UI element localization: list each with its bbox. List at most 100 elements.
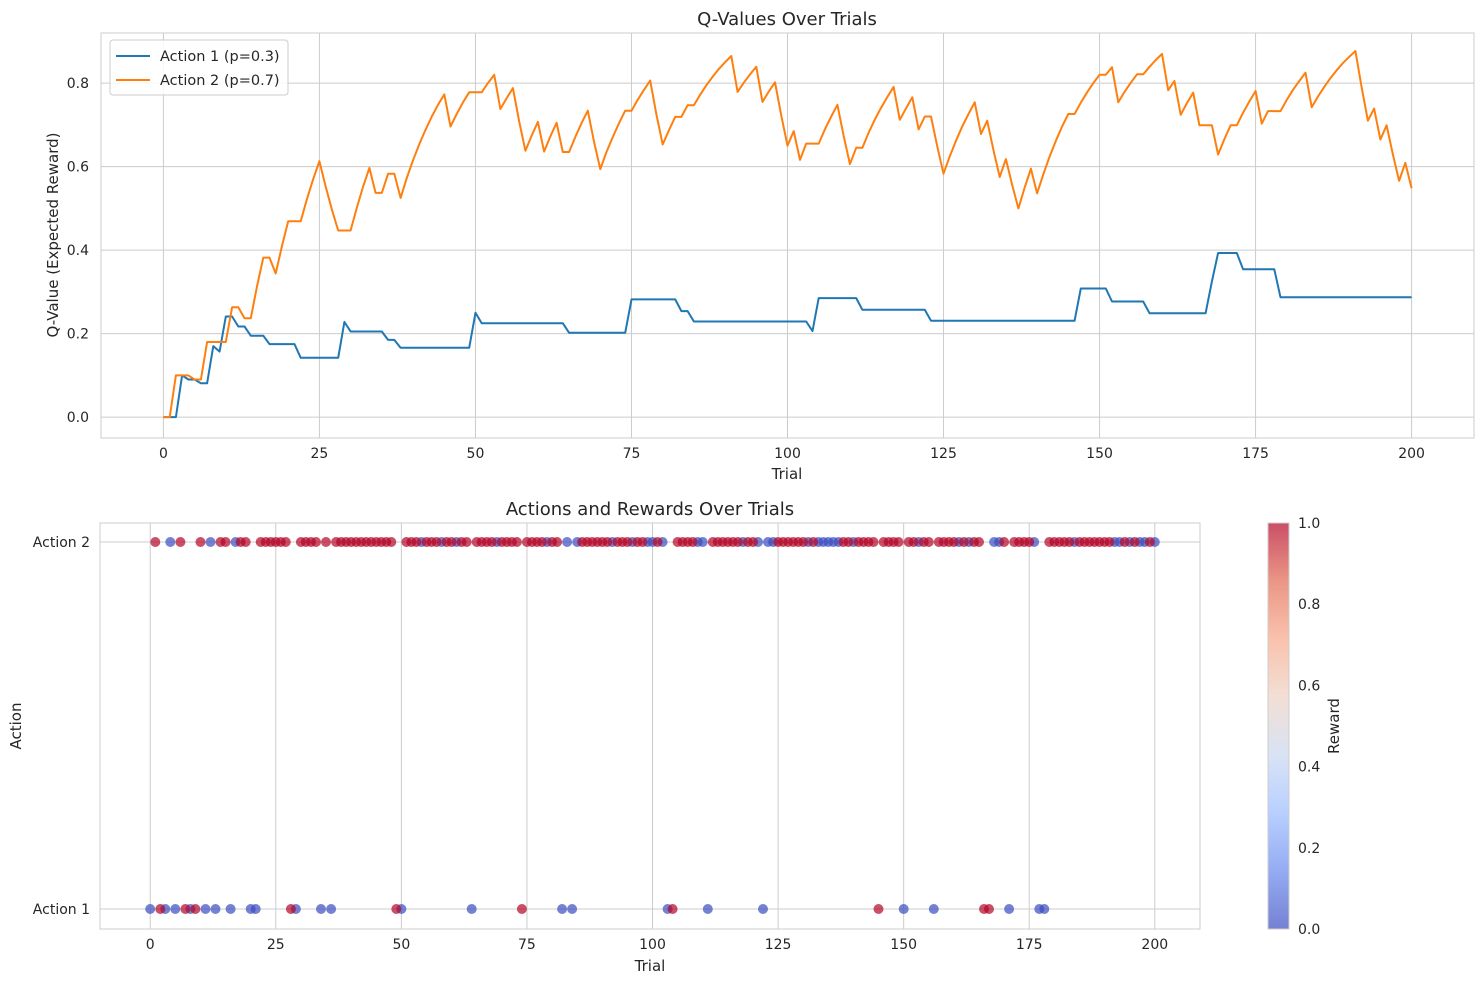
actions-x-tick-label: 200 — [1141, 937, 1168, 953]
q-values-x-tick-label: 125 — [930, 446, 957, 462]
q-values-y-tick-label: 0.6 — [67, 160, 89, 176]
q-values-lines — [163, 50, 1413, 419]
action-2-reward-1-point — [1064, 537, 1075, 547]
action-2-reward-1-point — [240, 537, 251, 547]
q-values-y-axis-label: Q-Value (Expected Reward) — [44, 132, 62, 337]
action-1-reward-0-point — [326, 904, 337, 914]
actions-grid — [100, 523, 1200, 929]
action-2-reward-1-point — [195, 537, 206, 547]
actions-title: Actions and Rewards Over Trials — [506, 499, 794, 520]
action-1-reward-0-point — [200, 904, 211, 914]
action-2-reward-0-point — [205, 537, 216, 547]
action-1-reward-0-point — [1004, 904, 1015, 914]
action-2-reward-1-point — [808, 537, 819, 547]
actions-y-tick-label: Action 2 — [33, 535, 90, 551]
q-values-y-tick-label: 0.0 — [67, 410, 89, 426]
q-values-chart: 0 25 50 75 100 125 150 175 200 0.0 0.2 0.4 0.6 0.8 Q… — [44, 9, 1475, 483]
action-2-reward-1-point — [321, 537, 331, 547]
colorbar-tick-label: 0.2 — [1298, 841, 1320, 857]
actions-x-axis-label: Trial — [634, 957, 666, 975]
action-1-reward-0-point — [567, 904, 578, 914]
action-2-reward-1-point — [150, 537, 161, 547]
action-2-reward-1-point — [893, 537, 904, 547]
actions-y-ticks: Action 1 Action 2 — [33, 535, 90, 918]
action-2-reward-0-point — [562, 537, 573, 547]
action-2-reward-1-point — [311, 537, 321, 547]
q-values-y-tick-label: 0.2 — [67, 327, 89, 343]
q-values-x-tick-label: 75 — [623, 446, 641, 462]
actions-plot-area — [99, 522, 1201, 930]
action-2-reward-1-point — [1024, 537, 1035, 547]
action-1-reward-1-point — [667, 904, 678, 914]
actions-x-tick-label: 0 — [146, 937, 155, 953]
action-1-reward-1-point — [285, 904, 296, 914]
actions-x-tick-label: 150 — [890, 937, 917, 953]
action-2-reward-1-point — [552, 537, 563, 547]
action-1-reward-1-point — [984, 904, 994, 914]
actions-y-axis-label: Action — [7, 703, 25, 750]
colorbar-label: Reward — [1325, 698, 1343, 754]
action-2-reward-1-point — [446, 537, 457, 547]
legend-label-action-1: Action 1 (p=0.3) — [160, 49, 280, 65]
action-2-reward-1-point — [622, 537, 633, 547]
q-values-x-tick-label: 150 — [1086, 446, 1113, 462]
actions-x-tick-label: 125 — [765, 937, 792, 953]
action-1-reward-0-point — [758, 904, 768, 914]
q-values-y-tick-label: 0.4 — [67, 243, 89, 259]
action-2-reward-1-point — [511, 537, 522, 547]
action-2-reward-1-point — [1129, 537, 1140, 547]
action-2-reward-0-point — [697, 537, 708, 547]
colorbar-tick-label: 1.0 — [1298, 516, 1320, 532]
action-2-reward-1-point — [411, 537, 422, 547]
actions-x-tick-label: 175 — [1016, 937, 1043, 953]
legend-label-action-2: Action 2 (p=0.7) — [160, 73, 280, 89]
series-line-action-1 — [163, 252, 1412, 419]
actions-x-tick-label: 100 — [639, 937, 666, 953]
action-2-reward-1-point — [948, 537, 959, 547]
action-2-reward-1-point — [1119, 537, 1130, 547]
action-1-reward-0-point — [466, 904, 477, 914]
action-1-reward-1-point — [516, 904, 527, 914]
colorbar-tick-label: 0.0 — [1298, 922, 1320, 938]
q-values-y-tick-label: 0.8 — [67, 76, 89, 92]
action-1-reward-0-point — [1039, 904, 1050, 914]
action-2-reward-1-point — [602, 537, 613, 547]
q-values-x-tick-label: 50 — [467, 446, 485, 462]
action-2-reward-1-point — [868, 537, 879, 547]
series-line-action-2 — [163, 50, 1413, 419]
q-values-y-ticks: 0.0 0.2 0.4 0.6 0.8 — [67, 76, 89, 426]
action-1-reward-0-point — [898, 904, 909, 914]
action-1-reward-1-point — [190, 904, 201, 914]
q-values-x-tick-label: 100 — [774, 446, 801, 462]
action-2-reward-1-point — [280, 537, 291, 547]
actions-x-tick-label: 50 — [392, 937, 410, 953]
action-2-reward-1-point — [431, 537, 442, 547]
action-2-reward-1-point — [999, 537, 1010, 547]
q-values-x-ticks: 0 25 50 75 100 125 150 175 200 — [159, 446, 1425, 462]
action-2-reward-1-point — [220, 537, 231, 547]
action-1-reward-0-point — [225, 904, 236, 914]
action-1-reward-0-point — [702, 904, 713, 914]
colorbar-tick-label: 0.4 — [1298, 760, 1320, 776]
action-2-reward-1-point — [732, 537, 743, 547]
actions-x-tick-label: 25 — [267, 937, 285, 953]
action-1-reward-0-point — [145, 904, 156, 914]
action-1-reward-1-point — [391, 904, 402, 914]
action-2-reward-1-point — [486, 537, 497, 547]
q-values-x-tick-label: 200 — [1398, 446, 1425, 462]
action-2-reward-1-point — [958, 537, 969, 547]
action-2-reward-1-point — [652, 537, 663, 547]
colorbar-tick-label: 0.8 — [1298, 597, 1320, 613]
action-1-reward-1-point — [180, 904, 191, 914]
actions-y-tick-label: Action 1 — [33, 902, 90, 918]
action-2-reward-1-point — [175, 537, 186, 547]
actions-x-tick-label: 75 — [518, 937, 536, 953]
action-2-reward-0-point — [165, 537, 176, 547]
q-values-x-tick-label: 25 — [311, 446, 329, 462]
action-2-reward-1-point — [687, 537, 698, 547]
q-values-x-tick-label: 0 — [159, 446, 168, 462]
actions-points — [145, 537, 1160, 914]
action-2-reward-1-point — [974, 537, 984, 547]
action-2-reward-1-point — [908, 537, 919, 547]
